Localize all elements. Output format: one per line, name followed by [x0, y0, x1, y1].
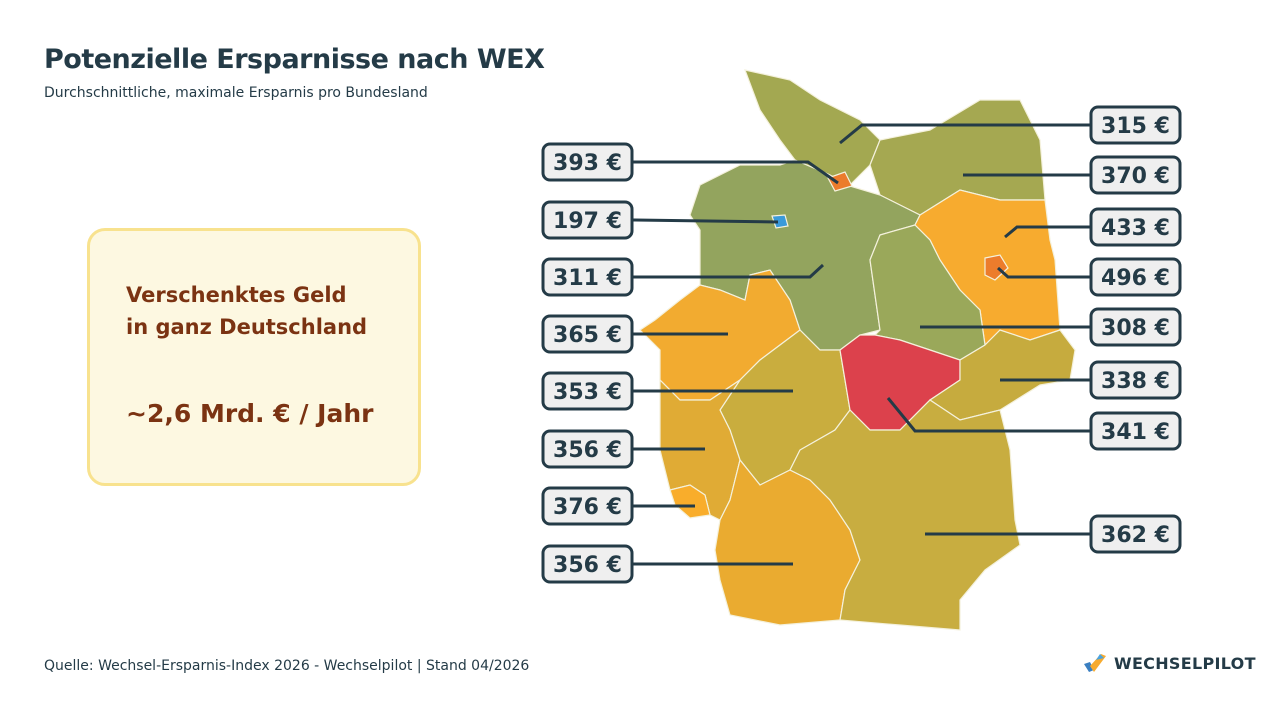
- value-label-right: 362 €: [1089, 514, 1182, 554]
- region-hamburg: [827, 171, 853, 192]
- value-label-box: [541, 371, 634, 411]
- value-label-box: [541, 257, 634, 297]
- total-savings-box: Verschenktes Geld in ganz Deutschland ~2…: [87, 228, 421, 486]
- wechselpilot-logo-icon: [1084, 654, 1106, 672]
- total-savings-value: ~2,6 Mrd. € / Jahr: [126, 399, 374, 428]
- value-label-text: 365 €: [553, 323, 622, 348]
- value-label-text: 308 €: [1101, 316, 1170, 341]
- page-title: Potenzielle Ersparnisse nach WEX: [44, 44, 545, 75]
- value-label-right: 338 €: [1089, 360, 1182, 400]
- region-bremen: [771, 214, 789, 229]
- value-label-left: 393 €: [541, 142, 634, 182]
- heading-line-1: Verschenktes Geld: [126, 283, 347, 307]
- value-label-box: [541, 314, 634, 354]
- region-bayern: [789, 399, 1021, 631]
- leader-line: [996, 266, 1090, 279]
- brand-logo: WECHSELPILOT: [1082, 652, 1256, 674]
- page-subtitle: Durchschnittliche, maximale Ersparnis pr…: [44, 85, 428, 101]
- value-label-box: [541, 544, 634, 584]
- value-label-box: [541, 429, 634, 469]
- value-label-box: [1089, 411, 1182, 451]
- value-label-text: 315 €: [1101, 114, 1170, 139]
- leader-line: [632, 263, 825, 279]
- source-note: Quelle: Wechsel-Ersparnis-Index 2026 - W…: [44, 658, 530, 674]
- value-label-text: 370 €: [1101, 164, 1170, 189]
- leader-line: [631, 218, 779, 224]
- value-label-box: [1089, 307, 1182, 347]
- value-label-left: 353 €: [541, 371, 634, 411]
- value-label-box: [541, 142, 634, 182]
- value-label-box: [541, 200, 634, 240]
- total-savings-heading: Verschenktes Geld in ganz Deutschland: [126, 279, 416, 343]
- value-label-box: [1089, 155, 1182, 195]
- brand-name: WECHSELPILOT: [1114, 653, 1256, 673]
- value-label-text: 362 €: [1101, 523, 1170, 548]
- value-label-right: 496 €: [1089, 257, 1182, 297]
- value-label-box: [541, 486, 634, 526]
- value-label-left: 197 €: [541, 200, 634, 240]
- value-label-right: 308 €: [1089, 307, 1182, 347]
- value-label-box: [1089, 257, 1182, 297]
- value-label-text: 356 €: [553, 553, 622, 578]
- region-sachsen: [928, 329, 1076, 421]
- value-label-text: 496 €: [1101, 266, 1170, 291]
- value-label-left: 356 €: [541, 544, 634, 584]
- value-label-text: 393 €: [553, 151, 622, 176]
- value-label-text: 338 €: [1101, 369, 1170, 394]
- value-label-text: 341 €: [1101, 420, 1170, 445]
- region-berlin: [984, 254, 1009, 281]
- value-label-left: 356 €: [541, 429, 634, 469]
- value-label-box: [1089, 360, 1182, 400]
- value-label-right: 370 €: [1089, 155, 1182, 195]
- value-label-box: [1089, 105, 1182, 145]
- value-label-left: 311 €: [541, 257, 634, 297]
- value-label-box: [1089, 207, 1182, 247]
- leader-line: [839, 123, 1090, 145]
- value-label-left: 365 €: [541, 314, 634, 354]
- value-label-left: 376 €: [541, 486, 634, 526]
- leader-line: [886, 397, 1090, 433]
- heading-line-2: in ganz Deutschland: [126, 315, 368, 339]
- region-schleswig-holstein: [744, 69, 881, 186]
- value-label-text: 356 €: [553, 438, 622, 463]
- value-label-text: 433 €: [1101, 216, 1170, 241]
- value-label-text: 353 €: [553, 380, 622, 405]
- value-label-text: 197 €: [553, 209, 622, 234]
- value-label-box: [1089, 514, 1182, 554]
- value-label-text: 376 €: [553, 495, 622, 520]
- leader-line: [1004, 225, 1090, 239]
- leader-line: [632, 160, 839, 185]
- value-label-right: 315 €: [1089, 105, 1182, 145]
- value-label-text: 311 €: [553, 266, 622, 291]
- value-label-right: 433 €: [1089, 207, 1182, 247]
- value-label-right: 341 €: [1089, 411, 1182, 451]
